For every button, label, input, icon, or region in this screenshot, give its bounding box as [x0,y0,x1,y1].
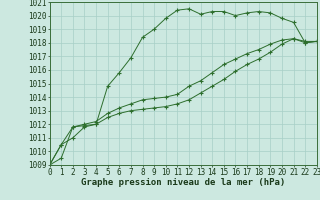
X-axis label: Graphe pression niveau de la mer (hPa): Graphe pression niveau de la mer (hPa) [81,178,285,187]
